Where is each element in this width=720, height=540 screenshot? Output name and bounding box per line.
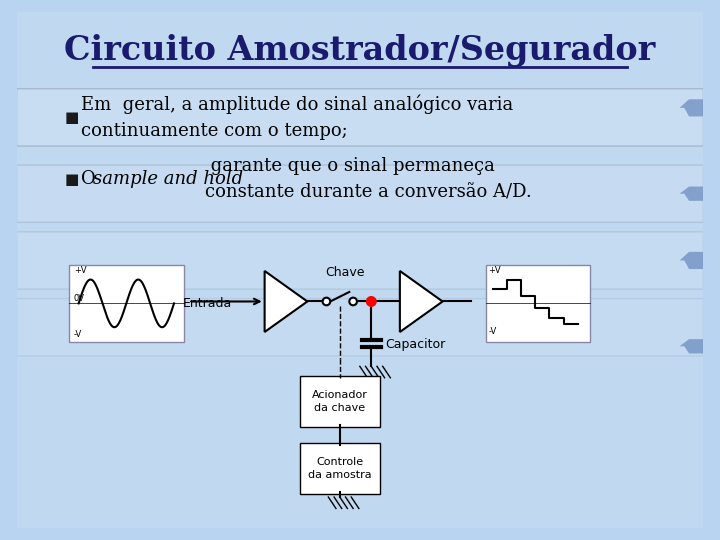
- FancyBboxPatch shape: [69, 265, 184, 341]
- Polygon shape: [680, 99, 703, 117]
- Text: -V: -V: [74, 330, 82, 339]
- Circle shape: [323, 298, 330, 305]
- Text: O: O: [81, 171, 102, 188]
- Text: Entrada: Entrada: [183, 297, 232, 310]
- Text: +V: +V: [74, 266, 86, 275]
- Text: 0V: 0V: [74, 294, 85, 303]
- Text: -V: -V: [488, 327, 497, 336]
- Polygon shape: [680, 339, 703, 354]
- Text: +V: +V: [488, 266, 501, 275]
- Text: Controle
da amostra: Controle da amostra: [308, 457, 372, 480]
- FancyBboxPatch shape: [17, 232, 703, 289]
- Text: ■: ■: [64, 172, 78, 187]
- FancyBboxPatch shape: [485, 265, 590, 341]
- Polygon shape: [265, 271, 307, 332]
- Text: Em  geral, a amplitude do sinal analógico varia
continuamente com o tempo;: Em geral, a amplitude do sinal analógico…: [81, 94, 514, 140]
- Circle shape: [349, 298, 357, 305]
- Text: sample and hold: sample and hold: [93, 171, 243, 188]
- Text: Acionador
da chave: Acionador da chave: [312, 390, 368, 413]
- FancyBboxPatch shape: [17, 165, 703, 222]
- Text: Capacitor: Capacitor: [386, 338, 446, 351]
- Text: Chave: Chave: [325, 266, 364, 279]
- Polygon shape: [400, 271, 443, 332]
- FancyBboxPatch shape: [300, 376, 380, 427]
- Text: Circuito Amostrador/Segurador: Circuito Amostrador/Segurador: [64, 34, 656, 67]
- Polygon shape: [680, 252, 703, 269]
- FancyBboxPatch shape: [17, 299, 703, 356]
- Text: ■: ■: [64, 110, 78, 125]
- FancyBboxPatch shape: [17, 89, 703, 146]
- Text: Saída: Saída: [490, 286, 526, 299]
- Text: garante que o sinal permaneça
constante durante a conversão A/D.: garante que o sinal permaneça constante …: [205, 157, 532, 201]
- Polygon shape: [680, 186, 703, 201]
- FancyBboxPatch shape: [300, 443, 380, 494]
- Circle shape: [366, 296, 376, 306]
